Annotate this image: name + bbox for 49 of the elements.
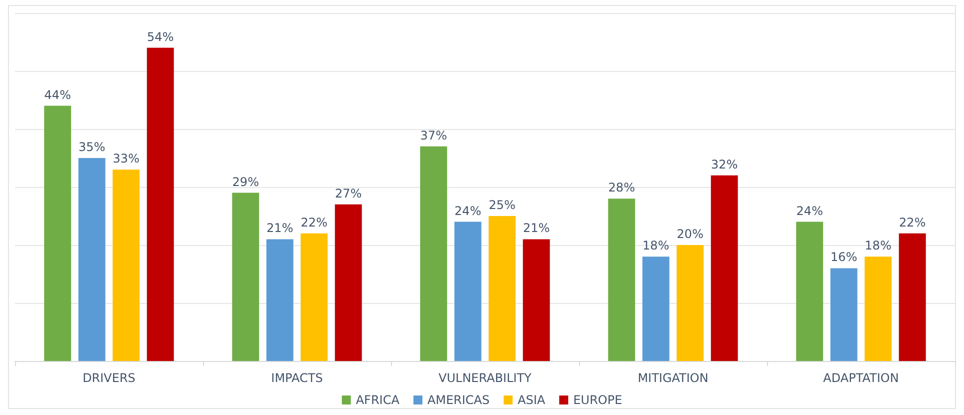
bar (112, 170, 140, 361)
data-label: 20% (676, 227, 704, 241)
legend-label: ASIA (518, 393, 546, 407)
bar (864, 256, 892, 361)
data-label: 24% (454, 204, 482, 218)
bar (522, 239, 550, 361)
bar (300, 233, 328, 361)
data-label: 22% (899, 215, 926, 230)
data-label: 27% (335, 186, 362, 200)
data-label: 33% (112, 152, 140, 166)
data-label: 18% (864, 238, 892, 253)
bar (642, 256, 670, 361)
data-label: 22% (300, 215, 328, 230)
x-tick-label: IMPACTS (271, 371, 323, 385)
data-label: 16% (830, 250, 858, 264)
data-label: 44% (44, 88, 71, 102)
legend-label: AFRICA (356, 393, 400, 407)
bar (44, 106, 72, 361)
data-label: 37% (420, 128, 447, 142)
data-label: 28% (608, 180, 635, 195)
data-label: 29% (232, 174, 259, 189)
bar (78, 158, 106, 361)
bar (488, 216, 516, 361)
data-label: 32% (711, 157, 738, 172)
x-tick-label: ADAPTATION (823, 371, 899, 385)
data-label: 18% (642, 238, 670, 253)
x-tick-label: MITIGATION (638, 371, 708, 385)
bar (898, 233, 926, 361)
bar (676, 245, 704, 361)
data-label: 21% (266, 221, 294, 236)
data-label: 21% (523, 221, 550, 236)
x-tick-label: DRIVERS (82, 371, 136, 385)
legend-label: AMERICAS (427, 393, 490, 407)
data-label: 25% (488, 198, 516, 212)
bar (334, 204, 362, 361)
data-label: 35% (78, 140, 106, 154)
bar (454, 222, 482, 361)
bar (830, 268, 858, 361)
data-label: 54% (147, 30, 174, 44)
data-label: 24% (796, 204, 823, 218)
bar (232, 192, 260, 361)
x-tick-label: VULNERABILITY (438, 371, 532, 385)
bar (266, 239, 294, 361)
legend-label: EUROPE (573, 393, 622, 407)
bar (146, 48, 174, 361)
bar (608, 198, 636, 361)
bar (796, 222, 824, 361)
bar (420, 146, 448, 361)
bar (710, 175, 738, 361)
